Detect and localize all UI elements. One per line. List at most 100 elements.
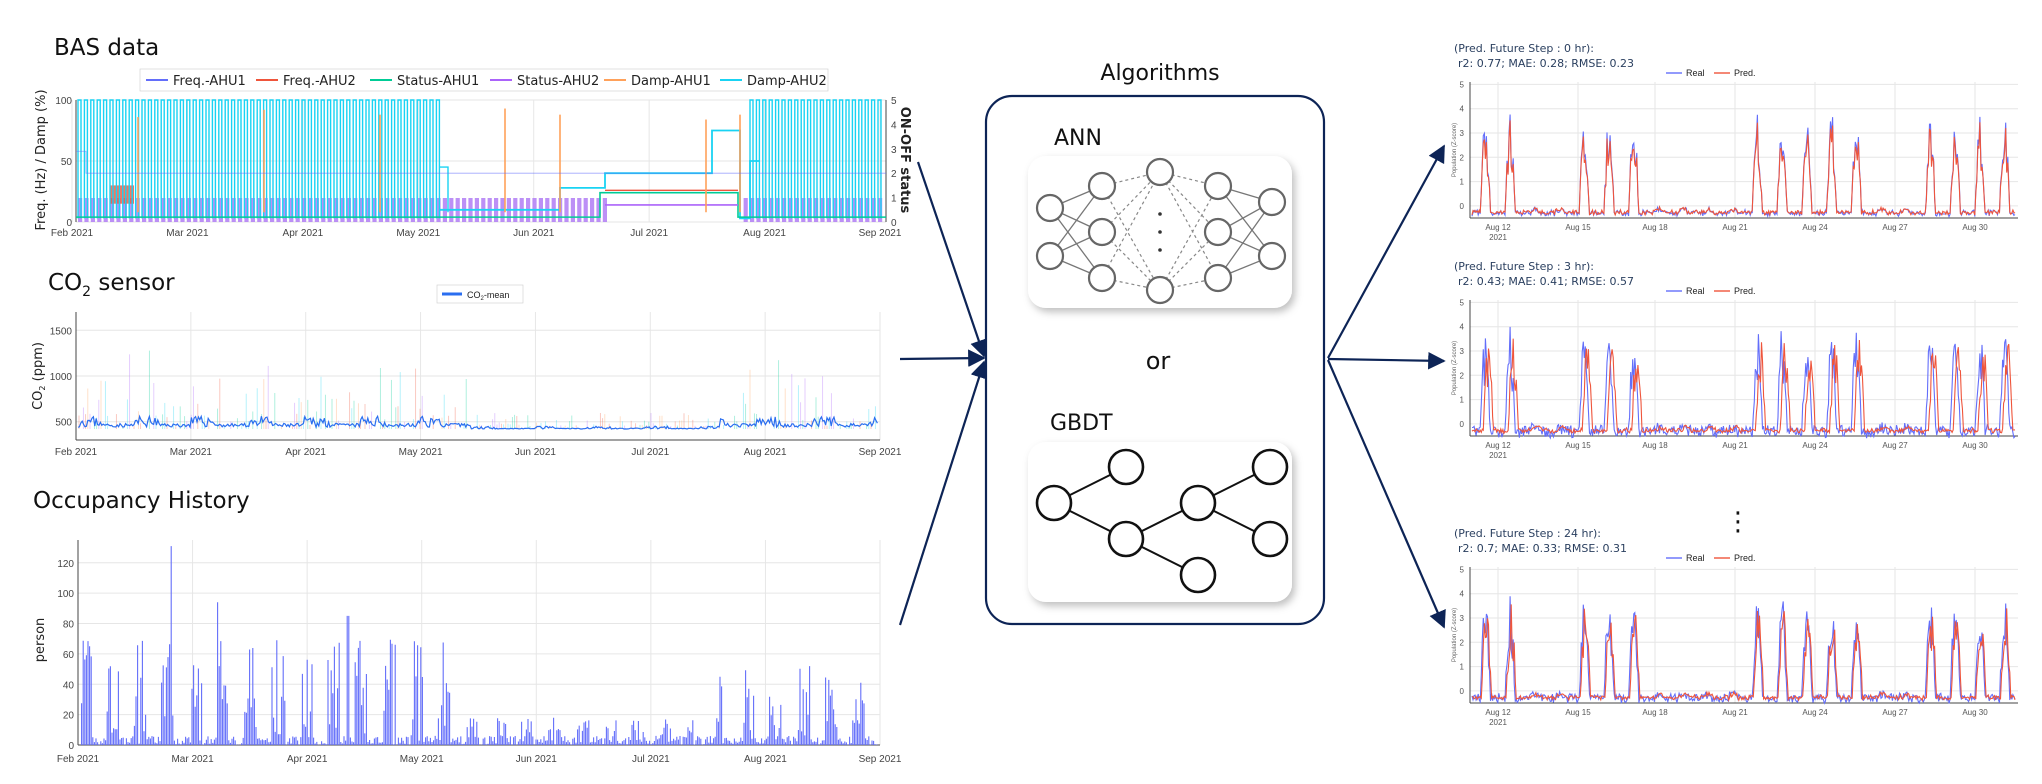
co2-series: [77, 350, 878, 430]
legend-pred: Pred.: [1734, 286, 1756, 296]
prediction-x-tick: Aug 18: [1642, 441, 1668, 450]
bas-y-tick: 100: [55, 96, 72, 107]
occupancy-y-tick: 120: [57, 559, 74, 570]
bas-legend-item: Status-AHU2: [517, 74, 599, 89]
prediction-x-tick: Aug 27: [1882, 708, 1908, 717]
occupancy-y-label: person: [33, 618, 48, 663]
bas-legend: Freq.-AHU1 Freq.-AHU2 Status-AHU1 Status-AH…: [139, 68, 829, 92]
prediction-x-tick: Aug 12: [1485, 223, 1511, 232]
prediction-y-tick: 3: [1460, 347, 1465, 356]
occupancy-y-tick: 80: [63, 620, 75, 631]
prediction-x-tick: Aug 30: [1962, 223, 1988, 232]
bas-x-axis: Feb 2021 Mar 2021 Apr 2021 May 2021 Jun 2021…: [51, 228, 902, 239]
bas-y-axis-right: 0 1 2 3 4 5: [891, 96, 897, 229]
prediction-y-tick: 2: [1460, 371, 1465, 380]
prediction-y-tick: 1: [1460, 178, 1465, 187]
occupancy-x-tick: May 2021: [400, 754, 444, 765]
co2-x-tick: Sep 2021: [859, 447, 902, 458]
bas-x-tick: Aug 2021: [743, 228, 786, 239]
prediction-panel: (Pred. Future Step : 3 hr): r2: 0.43; MAE…: [1452, 260, 2018, 460]
co2-legend: CO2-mean: [436, 284, 524, 304]
occupancy-x-axis: Feb 2021 Mar 2021 Apr 2021 May 2021 Jun 2021…: [57, 754, 902, 765]
co2-grid: [75, 312, 881, 441]
series-real: [1471, 596, 2016, 705]
prediction-y-tick: 3: [1460, 129, 1465, 138]
legend-real: Real: [1686, 286, 1705, 296]
occupancy-x-tick: Mar 2021: [171, 754, 214, 765]
occupancy-x-tick: Jul 2021: [632, 754, 670, 765]
prediction-y-tick: 1: [1460, 663, 1465, 672]
co2-x-tick: Mar 2021: [170, 447, 213, 458]
co2-y-axis: 500 1000 1500: [50, 326, 73, 428]
arrow-to-prediction-0hr: [1327, 144, 1445, 359]
prediction-header: (Pred. Future Step : 0 hr):: [1454, 42, 1594, 55]
bas-legend-item: Status-AHU1: [397, 74, 479, 89]
legend-pred: Pred.: [1734, 553, 1756, 563]
bas-y-tick: 0: [66, 218, 72, 229]
prediction-x-tick: Aug 12: [1485, 708, 1511, 717]
occupancy-y-tick: 0: [68, 741, 74, 752]
occupancy-x-tick: Sep 2021: [859, 754, 902, 765]
prediction-y-tick: 0: [1460, 202, 1465, 211]
prediction-x-tick: Aug 15: [1565, 441, 1591, 450]
bas-y-axis: 0 50 100: [55, 96, 72, 229]
ann-network-icon: [1035, 157, 1287, 305]
prediction-y-tick: 2: [1460, 638, 1465, 647]
ellipsis-vertical: ⋮: [1725, 507, 1751, 537]
gbdt-label: GBDT: [1050, 411, 1113, 436]
arrow-to-prediction-24hr: [1326, 359, 1446, 629]
algorithms-title: Algorithms: [1100, 61, 1219, 86]
bas-x-tick: Apr 2021: [283, 228, 324, 239]
bas-panel: BAS data Freq.-AHU1 Freq.-AHU2 Status-AHU1…: [34, 35, 912, 239]
bas-series: [76, 99, 886, 222]
prediction-panel: (Pred. Future Step : 0 hr): r2: 0.77; MAE…: [1452, 42, 2018, 242]
prediction-y-tick: 4: [1460, 323, 1465, 332]
bas-x-tick: Sep 2021: [859, 228, 902, 239]
prediction-y-label: Population (Z-score): [1452, 341, 1458, 395]
bas-y-tick: 50: [61, 157, 73, 168]
gbdt-tree-icon: [1035, 448, 1289, 594]
co2-title: CO2 sensor: [48, 270, 175, 300]
prediction-y-tick: 3: [1460, 614, 1465, 623]
bas-x-tick: Mar 2021: [166, 228, 209, 239]
arrow-bas-to-algorithms: [916, 161, 988, 358]
prediction-x-tick: Aug 21: [1722, 223, 1748, 232]
prediction-metrics: r2: 0.77; MAE: 0.28; RMSE: 0.23: [1458, 57, 1634, 70]
bas-y-tick-right: 2: [891, 169, 897, 180]
output-arrows: [1326, 144, 1446, 629]
ann-label: ANN: [1054, 126, 1102, 151]
prediction-y-tick: 4: [1460, 105, 1465, 114]
occupancy-y-tick: 100: [57, 589, 74, 600]
prediction-y-tick: 1: [1460, 396, 1465, 405]
series-real: [1472, 326, 2016, 440]
prediction-y-tick: 2: [1460, 153, 1465, 162]
co2-x-tick: Jun 2021: [515, 447, 557, 458]
bas-legend-item: Freq.-AHU1: [173, 74, 246, 89]
occupancy-x-tick: Aug 2021: [744, 754, 787, 765]
prediction-x-tick: Aug 24: [1802, 223, 1828, 232]
prediction-y-label: Population (Z-score): [1452, 123, 1458, 177]
bas-y-label-right: ON-OFF status: [897, 107, 912, 214]
prediction-metrics: r2: 0.43; MAE: 0.41; RMSE: 0.57: [1458, 275, 1634, 288]
prediction-x-tick: Aug 27: [1882, 223, 1908, 232]
algorithms-box: Algorithms ANN or GBDT: [984, 61, 1326, 626]
bas-x-tick: Jun 2021: [513, 228, 555, 239]
prediction-x-tick: Aug 15: [1565, 223, 1591, 232]
co2-x-tick: Aug 2021: [744, 447, 787, 458]
legend-real: Real: [1686, 68, 1705, 78]
co2-x-tick: Jul 2021: [631, 447, 669, 458]
series-pred: [1471, 604, 2016, 702]
prediction-x-tick: Aug 12: [1485, 441, 1511, 450]
prediction-y-tick: 0: [1460, 420, 1465, 429]
prediction-x-year: 2021: [1489, 718, 1507, 727]
bas-x-tick: May 2021: [396, 228, 440, 239]
or-label: or: [1146, 347, 1171, 375]
prediction-x-tick: Aug 15: [1565, 708, 1591, 717]
occupancy-y-tick: 40: [63, 680, 75, 691]
prediction-y-tick: 5: [1460, 298, 1465, 307]
co2-x-tick: Feb 2021: [55, 447, 98, 458]
bas-y-tick-right: 1: [891, 194, 897, 205]
prediction-metrics: r2: 0.7; MAE: 0.33; RMSE: 0.31: [1458, 542, 1627, 555]
prediction-panel: (Pred. Future Step : 24 hr): r2: 0.7; MAE…: [1452, 527, 2018, 727]
